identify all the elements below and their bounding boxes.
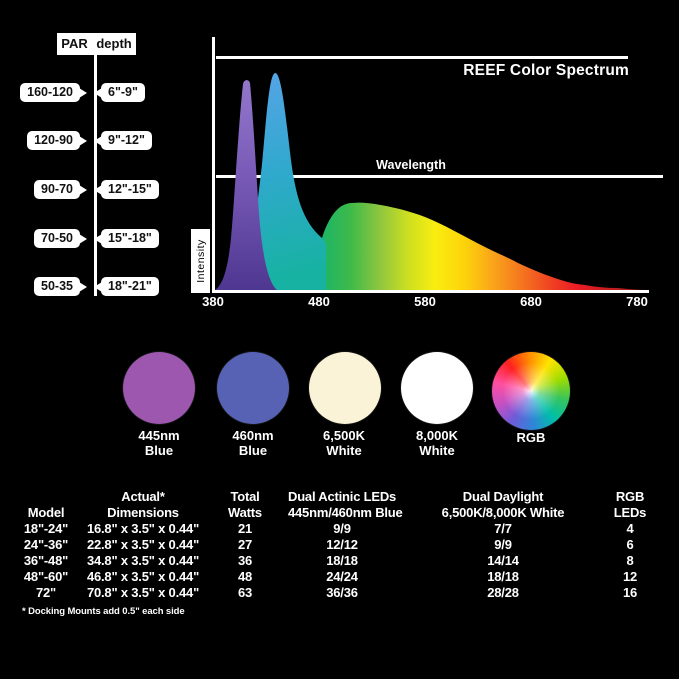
x-tick-780: 780 <box>626 294 648 309</box>
led-swatch-8000k-white <box>401 352 473 424</box>
cell-watts: 27 <box>237 537 253 552</box>
depth-value-pill: 9"-12" <box>94 131 152 150</box>
led-label-460nm: 460nm Blue <box>232 428 274 458</box>
col-header-model: Model <box>27 505 65 520</box>
cell-model: 72" <box>35 585 57 600</box>
cell-rgb: 8 <box>626 553 634 568</box>
cell-watts: 48 <box>237 569 253 584</box>
actinic-445nm-peak <box>215 80 277 290</box>
cell-rgb: 12 <box>622 569 638 584</box>
cell-actinic: 12/12 <box>326 537 358 552</box>
led-swatch-445nm-blue <box>123 352 195 424</box>
led-swatch-6500k-white <box>309 352 381 424</box>
intensity-axis-label-box: Intensity <box>191 229 210 293</box>
cell-dimensions: 70.8" x 3.5" x 0.44" <box>86 585 200 600</box>
chart-y-axis-line <box>212 37 215 291</box>
cell-actinic: 24/24 <box>326 569 358 584</box>
daylight-spectrum-hump <box>275 202 648 290</box>
docking-mounts-footnote: * Docking Mounts add 0.5" each side <box>22 606 185 617</box>
spec-table-row: 36"-48" 34.8" x 3.5" x 0.44" 36 18/18 14… <box>8 553 650 569</box>
cell-actinic: 18/18 <box>326 553 358 568</box>
led-label-rgb: RGB <box>516 430 546 445</box>
cell-daylight: 14/14 <box>487 553 519 568</box>
par-value-pill: 120-90 <box>27 131 87 150</box>
cell-daylight: 7/7 <box>494 521 512 536</box>
chart-title: REEF Color Spectrum <box>463 62 629 79</box>
x-tick-480: 480 <box>308 294 330 309</box>
cell-model: 18"-24" <box>23 521 69 536</box>
chart-top-rule <box>216 56 628 59</box>
spec-table-header-row: Model Actual* Dimensions Total Watts Dual … <box>8 489 650 521</box>
par-value-pill: 50-35 <box>34 277 87 296</box>
cell-model: 24"-36" <box>23 537 69 552</box>
depth-value-pill: 6"-9" <box>94 83 145 102</box>
par-depth-header: PAR depth <box>57 33 136 55</box>
cell-daylight: 9/9 <box>494 537 512 552</box>
led-swatch-460nm-blue <box>217 352 289 424</box>
led-label-6500k: 6,500K White <box>323 428 365 458</box>
cell-dimensions: 16.8" x 3.5" x 0.44" <box>86 521 200 536</box>
led-label-445nm: 445nm Blue <box>138 428 180 458</box>
cell-model: 36"-48" <box>23 553 69 568</box>
depth-value-pill: 18"-21" <box>94 277 159 296</box>
par-depth-axis-line <box>94 55 97 296</box>
cell-dimensions: 34.8" x 3.5" x 0.44" <box>86 553 200 568</box>
chart-x-axis-line <box>212 290 649 293</box>
cell-model: 48"-60" <box>23 569 69 584</box>
spectrum-area-plot <box>215 72 648 290</box>
led-label-8000k: 8,000K White <box>416 428 458 458</box>
cell-rgb: 4 <box>626 521 634 536</box>
cell-daylight: 28/28 <box>487 585 519 600</box>
cell-rgb: 16 <box>622 585 638 600</box>
par-value-pill: 70-50 <box>34 229 87 248</box>
col-header-dual-actinic: Dual Actinic LEDs 445nm/460nm Blue <box>288 489 403 520</box>
cell-actinic: 36/36 <box>326 585 358 600</box>
depth-value-pill: 15"-18" <box>94 229 159 248</box>
spec-table-row: 48"-60" 46.8" x 3.5" x 0.44" 48 24/24 18… <box>8 569 650 585</box>
spec-table: Model Actual* Dimensions Total Watts Dual … <box>8 489 650 601</box>
col-header-dimensions: Actual* Dimensions <box>107 489 179 520</box>
cell-watts: 36 <box>237 553 253 568</box>
col-header-total-watts: Total Watts <box>228 489 262 520</box>
led-swatch-rgb-wheel <box>492 352 570 430</box>
wavelength-rule <box>216 175 663 178</box>
cell-watts: 21 <box>237 521 253 536</box>
cell-watts: 63 <box>237 585 253 600</box>
col-header-dual-daylight: Dual Daylight 6,500K/8,000K White <box>441 489 565 520</box>
actinic-460nm-peak <box>243 72 326 290</box>
par-value-pill: 90-70 <box>34 180 87 199</box>
cell-actinic: 9/9 <box>333 521 351 536</box>
wavelength-axis-label: Wavelength <box>376 158 446 172</box>
x-tick-680: 680 <box>520 294 542 309</box>
par-value-pill: 160-120 <box>20 83 87 102</box>
cell-daylight: 18/18 <box>487 569 519 584</box>
cell-dimensions: 46.8" x 3.5" x 0.44" <box>86 569 200 584</box>
intensity-axis-label: Intensity <box>194 239 207 283</box>
x-tick-380: 380 <box>202 294 224 309</box>
spec-table-row: 24"-36" 22.8" x 3.5" x 0.44" 27 12/12 9/… <box>8 537 650 553</box>
col-header-rgb-leds: RGB LEDs <box>613 489 647 520</box>
cell-rgb: 6 <box>626 537 634 552</box>
depth-value-pill: 12"-15" <box>94 180 159 199</box>
spec-table-row: 72" 70.8" x 3.5" x 0.44" 63 36/36 28/28 … <box>8 585 650 601</box>
cell-dimensions: 22.8" x 3.5" x 0.44" <box>86 537 200 552</box>
spec-table-row: 18"-24" 16.8" x 3.5" x 0.44" 21 9/9 7/7 … <box>8 521 650 537</box>
x-tick-580: 580 <box>414 294 436 309</box>
